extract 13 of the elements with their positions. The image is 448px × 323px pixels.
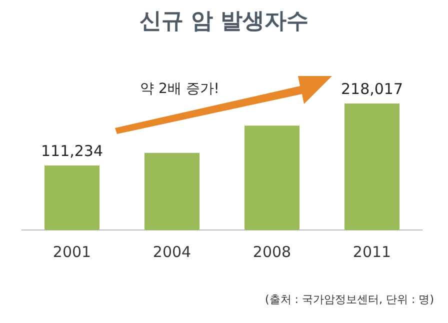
x-tick-label: 2008 (252, 242, 292, 261)
text: 약 2배 증가! (140, 80, 220, 98)
x-tick-label: 2001 (52, 242, 92, 261)
bar (244, 126, 300, 230)
bar (144, 152, 200, 230)
data-label: 111,234 (40, 142, 104, 160)
bar (344, 104, 400, 230)
x-tick-label: 2011 (352, 242, 392, 261)
chart-title: 신규 암 발생자수 (138, 8, 310, 36)
x-tick-label: 2004 (152, 242, 192, 261)
data-label: 218,017 (340, 80, 404, 98)
text: (출처 : 국가암정보센터, 단위 : 명) (265, 292, 434, 307)
bar (44, 165, 100, 230)
